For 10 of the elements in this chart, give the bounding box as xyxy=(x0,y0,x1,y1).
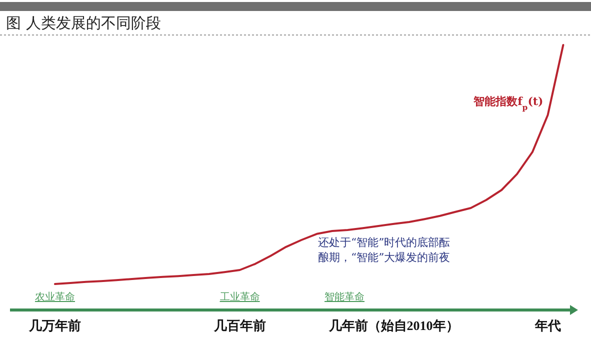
annotation: 农业革命 xyxy=(35,291,75,303)
series-label: 智能指数f$_{p}$(t) xyxy=(472,95,544,112)
x-tick-label: 几百年前 xyxy=(212,318,266,333)
annotation: 工业革命 xyxy=(220,291,260,303)
chart-title: 图 人类发展的不同阶段 xyxy=(6,14,161,32)
annotation: 还处于“智能”时代的底部酝酿期，“智能”大爆发的前夜 xyxy=(318,236,450,264)
annotation: 智能革命 xyxy=(324,291,365,303)
x-tick-label: 年代 xyxy=(534,318,561,333)
x-tick-label: 几年前（始自2010年） xyxy=(328,318,459,333)
x-tick-label: 几万年前 xyxy=(28,318,81,333)
